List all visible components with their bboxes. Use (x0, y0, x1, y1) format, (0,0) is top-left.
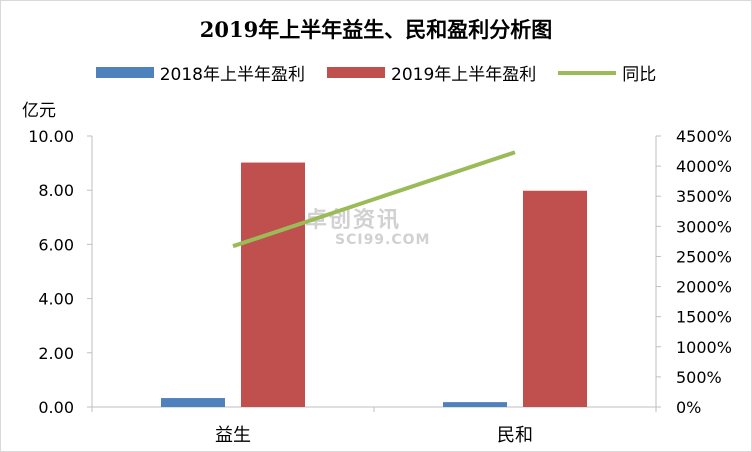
y2-tick-label: 3000% (676, 217, 732, 236)
y-axis-unit: 亿元 (22, 101, 56, 121)
y-tick-label: 8.00 (38, 181, 74, 200)
y2-tick-label: 4500% (676, 127, 732, 146)
legend-item-2019: 2019年上半年盈利 (327, 60, 536, 85)
y2-tick-label: 2500% (676, 247, 732, 266)
y2-tick-label: 1500% (676, 308, 732, 327)
y-tick-label: 6.00 (38, 235, 74, 254)
y2-tick-label: 2000% (676, 278, 732, 297)
legend-swatch-2018 (95, 67, 154, 78)
legend: 2018年上半年盈利 2019年上半年盈利 同比 (0, 60, 752, 85)
bar-2019 (241, 162, 305, 407)
legend-label-yoy: 同比 (622, 65, 657, 85)
x-category-label: 益生 (215, 425, 251, 446)
legend-label-2018: 2018年上半年盈利 (159, 65, 305, 85)
y-tick-label: 4.00 (38, 290, 74, 309)
y2-tick-label: 0% (676, 398, 701, 417)
legend-swatch-2019 (327, 67, 385, 78)
y-tick-label: 2.00 (38, 344, 74, 363)
watermark-en: SCI99.COM (335, 232, 431, 248)
y2-tick-label: 3500% (676, 187, 732, 206)
yoy-line (232, 150, 516, 249)
bar-2018 (443, 402, 507, 407)
legend-label-2019: 2019年上半年盈利 (391, 65, 537, 85)
y-tick-label: 10.00 (28, 127, 74, 146)
y-tick-label: 0.00 (38, 398, 74, 417)
bar-2019 (523, 190, 587, 407)
bar-2018 (161, 398, 225, 407)
y2-tick-label: 1000% (676, 338, 732, 357)
y2-tick-label: 500% (676, 368, 722, 387)
chart-title: 2019年上半年益生、民和盈利分析图 (199, 17, 553, 42)
watermark-cn: 卓创资讯 (305, 208, 402, 233)
legend-item-yoy: 同比 (558, 60, 656, 85)
y2-tick-label: 4000% (676, 157, 732, 176)
x-category-label: 民和 (497, 425, 533, 446)
legend-swatch-yoy (558, 70, 617, 75)
watermark: 卓创资讯 SCI99.COM (305, 202, 430, 248)
legend-item-2018: 2018年上半年盈利 (95, 60, 305, 85)
